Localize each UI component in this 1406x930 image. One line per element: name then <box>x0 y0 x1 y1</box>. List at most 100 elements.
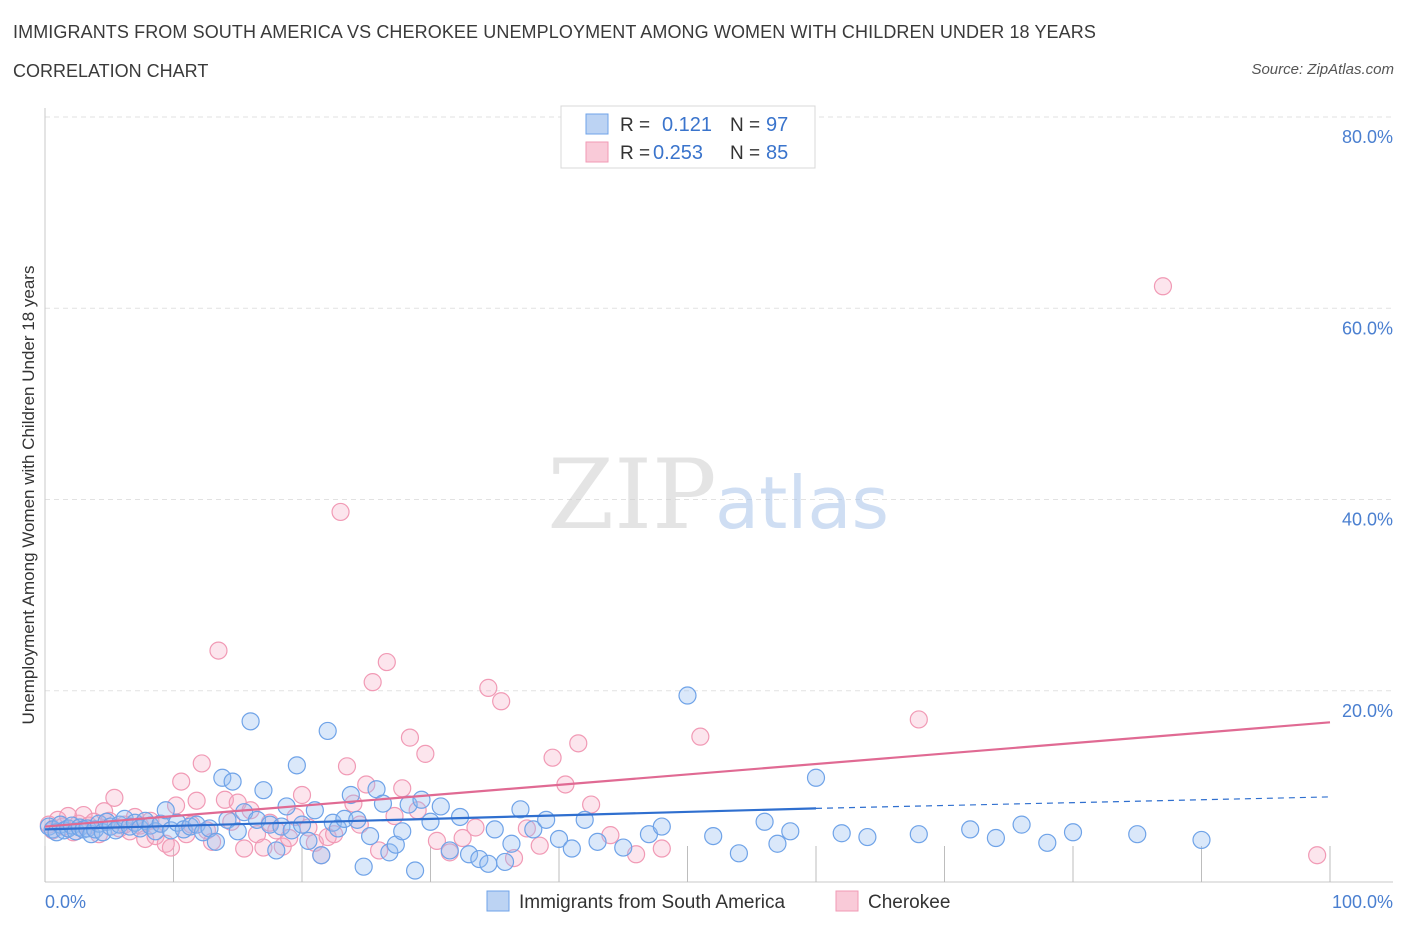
correlation-legend: R = 0.121 N = 97 R = 0.253 N = 85 <box>560 105 816 169</box>
point-immigrants <box>213 768 232 787</box>
point-immigrants <box>223 772 242 791</box>
legend-n-label-1: N = <box>730 115 760 136</box>
y-tick-label: 60.0% <box>1342 318 1393 338</box>
point-cherokee <box>416 744 435 763</box>
point-immigrants <box>287 756 306 775</box>
series-legend-swatch-pink <box>835 890 859 912</box>
point-immigrants <box>832 824 851 843</box>
point-cherokee <box>1153 277 1173 296</box>
point-immigrants <box>228 822 247 841</box>
point-immigrants <box>537 810 556 829</box>
y-tick-label: 40.0% <box>1342 510 1393 530</box>
point-immigrants <box>961 820 980 839</box>
point-cherokee <box>530 836 549 855</box>
point-cherokee <box>292 785 312 805</box>
point-immigrants <box>678 686 697 705</box>
legend-r-value-2: 0.253 <box>653 142 703 164</box>
point-immigrants <box>704 826 723 846</box>
series-immigrants-points <box>39 686 1211 880</box>
point-immigrants <box>768 834 787 853</box>
y-axis-title: Unemployment Among Women with Children U… <box>19 266 38 725</box>
chart-title: IMMIGRANTS FROM SOUTH AMERICA VS CHEROKE… <box>13 22 1096 42</box>
series-legend-label-blue: Immigrants from South America <box>519 892 786 913</box>
point-immigrants <box>470 849 489 869</box>
point-immigrants <box>806 768 826 787</box>
source-label: Source: ZipAtlas.com <box>1251 61 1394 78</box>
series-legend-swatch-blue <box>486 890 510 912</box>
point-immigrants <box>241 712 260 731</box>
x-tick-label-min: 0.0% <box>45 892 86 912</box>
point-immigrants <box>335 809 354 828</box>
point-cherokee <box>377 652 396 672</box>
point-cherokee <box>453 828 472 848</box>
point-immigrants <box>267 841 286 860</box>
point-immigrants <box>421 812 440 831</box>
point-cherokee <box>427 831 447 850</box>
trend-line-cherokee <box>44 721 1331 828</box>
point-immigrants <box>909 825 928 844</box>
point-cherokee <box>466 818 485 837</box>
legend-r-label-1: R = <box>620 115 650 136</box>
point-immigrants <box>614 838 633 857</box>
point-cherokee <box>331 502 350 522</box>
point-cherokee <box>1308 846 1327 865</box>
watermark: ZIP atlas <box>547 439 889 551</box>
point-cherokee <box>105 788 124 807</box>
point-immigrants <box>299 831 318 850</box>
point-immigrants <box>729 844 749 863</box>
point-immigrants <box>206 832 226 851</box>
point-cherokee <box>909 710 928 729</box>
trend-line-immigrants <box>44 807 817 831</box>
point-immigrants <box>312 846 331 865</box>
point-cherokee <box>517 819 536 838</box>
point-immigrants <box>858 827 877 847</box>
x-tick-label-max: 100.0% <box>1332 892 1393 912</box>
point-cherokee <box>192 754 211 773</box>
point-immigrants <box>361 826 380 846</box>
point-cherokee <box>652 839 671 858</box>
point-immigrants <box>562 839 581 858</box>
point-immigrants <box>495 852 515 872</box>
trend-lines <box>44 721 1331 831</box>
point-cherokee <box>161 838 181 857</box>
point-immigrants <box>318 721 337 741</box>
point-cherokee <box>569 734 588 753</box>
watermark-zip: ZIP <box>547 439 716 551</box>
y-tick-labels: 20.0% 40.0% 60.0% 80.0% <box>1342 127 1393 721</box>
point-immigrants <box>755 812 774 831</box>
point-cherokee <box>235 839 254 858</box>
point-cherokee <box>479 678 498 697</box>
point-cherokee <box>187 791 206 810</box>
point-cherokee <box>363 673 382 692</box>
point-immigrants <box>1192 830 1211 850</box>
legend-r-label-2: R = <box>620 143 650 164</box>
trend-line-immigrants-projection <box>815 796 1331 809</box>
point-immigrants <box>588 832 607 851</box>
point-immigrants <box>459 845 479 864</box>
point-immigrants <box>341 785 360 805</box>
point-immigrants <box>485 820 504 839</box>
legend-n-label-2: N = <box>730 143 760 164</box>
point-cherokee <box>400 728 420 747</box>
point-cherokee <box>543 748 562 767</box>
y-tick-label: 80.0% <box>1342 127 1393 147</box>
point-immigrants <box>412 790 431 809</box>
point-immigrants <box>781 822 800 841</box>
point-immigrants <box>440 841 459 860</box>
point-cherokee <box>337 757 357 776</box>
point-cherokee <box>136 829 155 849</box>
point-cherokee <box>172 772 191 791</box>
point-cherokee <box>504 848 524 868</box>
point-immigrants <box>524 820 543 839</box>
point-immigrants <box>1012 815 1031 834</box>
legend-swatch-blue <box>585 113 609 135</box>
point-cherokee <box>209 641 228 660</box>
legend-n-value-2: 85 <box>766 142 788 164</box>
point-cherokee <box>691 727 710 746</box>
point-immigrants <box>549 829 569 849</box>
chart-subtitle: CORRELATION CHART <box>13 61 209 81</box>
point-immigrants <box>254 781 273 800</box>
point-immigrants <box>502 834 521 853</box>
point-immigrants <box>328 819 348 838</box>
